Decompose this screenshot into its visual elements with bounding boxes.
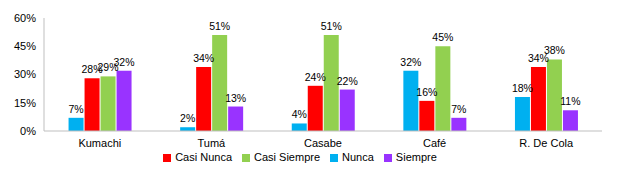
svg-text:2%: 2%	[180, 112, 195, 124]
svg-text:Café: Café	[423, 137, 446, 149]
svg-text:18%: 18%	[512, 82, 533, 94]
svg-text:29%: 29%	[97, 61, 119, 74]
svg-text:7%: 7%	[451, 103, 466, 115]
svg-text:Tumá: Tumá	[198, 137, 227, 149]
svg-text:13%: 13%	[225, 92, 246, 104]
svg-text:32%: 32%	[114, 56, 135, 68]
svg-text:4%: 4%	[292, 108, 307, 120]
svg-text:7%: 7%	[68, 103, 83, 115]
svg-text:22%: 22%	[337, 75, 358, 87]
svg-text:16%: 16%	[416, 86, 437, 98]
svg-text:Casabe: Casabe	[304, 137, 342, 149]
svg-text:45%: 45%	[432, 31, 453, 43]
html-text:Siempre: Siempre	[395, 151, 437, 163]
svg-text:30%: 30%	[14, 68, 36, 80]
svg-text:24%: 24%	[305, 71, 326, 83]
svg-text:R. De Cola: R. De Cola	[519, 137, 574, 149]
svg-text:51%: 51%	[321, 20, 342, 32]
svg-text:51%: 51%	[209, 20, 230, 32]
svg-text:Kumachi: Kumachi	[78, 137, 121, 149]
svg-text:11%: 11%	[560, 95, 580, 107]
svg-text:45%: 45%	[14, 40, 36, 52]
svg-text:34%: 34%	[527, 52, 549, 64]
svg-text:38%: 38%	[544, 44, 565, 56]
html-text:Nunca: Nunca	[342, 151, 374, 163]
svg-text:0%: 0%	[20, 125, 36, 137]
html-text:Casi Nunca: Casi Nunca	[175, 151, 232, 163]
svg-text:28%: 28%	[81, 63, 103, 76]
svg-text:15%: 15%	[14, 97, 36, 109]
svg-text:34%: 34%	[193, 52, 214, 64]
svg-text:32%: 32%	[400, 56, 421, 68]
svg-text:60%: 60%	[14, 12, 36, 24]
html-text:Casi Siempre: Casi Siempre	[254, 151, 321, 163]
